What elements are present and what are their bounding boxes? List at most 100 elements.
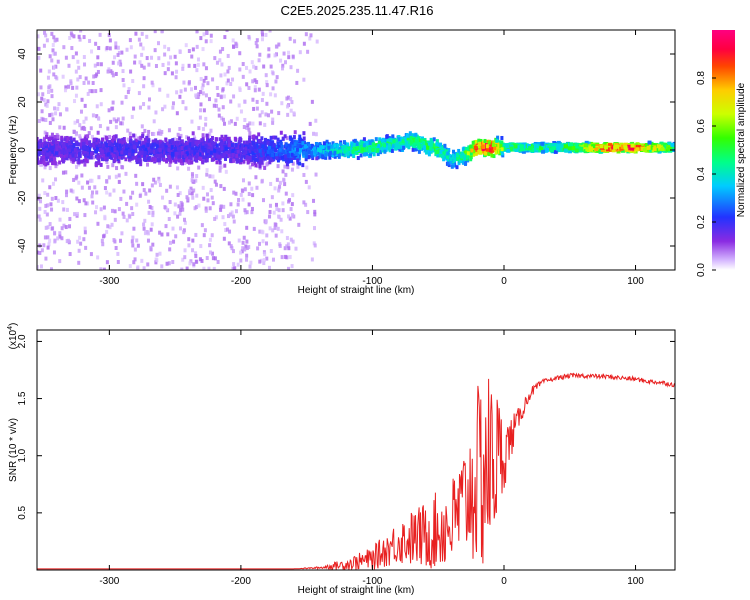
spectrogram-cell xyxy=(248,131,252,136)
spectrogram-cell xyxy=(46,245,50,250)
spectrogram-cell xyxy=(149,143,153,148)
spectrogram-cell xyxy=(49,267,53,270)
spectrogram-cell xyxy=(110,70,114,75)
spectrogram-cell xyxy=(230,210,234,215)
spectrogram-cell xyxy=(390,141,394,146)
spectrogram-cell xyxy=(336,143,340,148)
spectrogram-cell xyxy=(41,117,45,122)
spectrogram-cell xyxy=(80,159,84,164)
spectrogram-cell xyxy=(166,141,170,146)
spectrogram-cell xyxy=(280,229,284,234)
spectrogram-cell xyxy=(191,248,195,253)
spectrogram-cell xyxy=(120,50,124,55)
spectrogram-cell xyxy=(208,132,212,137)
spectrogram-cell xyxy=(166,232,170,237)
spectrogram-cell xyxy=(172,150,176,155)
spectrogram-cell xyxy=(42,43,46,48)
spectrogram-cell xyxy=(429,142,433,147)
spectrogram-cell xyxy=(185,141,189,146)
spectrogram-cell xyxy=(137,154,141,159)
spectrogram-cell xyxy=(202,148,206,153)
spectrogram-cell xyxy=(112,153,116,158)
spectrogram-cell xyxy=(243,187,247,192)
spectrogram-cell xyxy=(151,83,155,88)
spectrogram-cell xyxy=(165,159,169,164)
spectrogram-cell xyxy=(383,149,387,154)
spectrogram-cell xyxy=(228,142,232,147)
spectrogram-cell xyxy=(263,140,267,145)
spectrogram-cell xyxy=(146,141,150,146)
spectrogram-cell xyxy=(276,137,280,142)
figure-title: C2E5.2025.235.11.47.R16 xyxy=(281,3,434,18)
spectrogram-cell xyxy=(478,144,482,149)
spectrogram-cell xyxy=(231,38,235,43)
spectrogram-cell xyxy=(247,202,251,207)
spectrogram-cell xyxy=(158,157,162,162)
spectrogram-cell xyxy=(47,69,51,74)
spectrogram-cell xyxy=(41,92,45,97)
spectrogram-cell xyxy=(39,199,43,204)
spectrogram-cell xyxy=(271,71,275,76)
spectrogram-cell xyxy=(208,174,212,179)
spectrogram-cell xyxy=(247,191,251,196)
spectrogram-cell xyxy=(110,208,114,213)
spectrogram-cell xyxy=(291,193,295,198)
spectrogram-cell xyxy=(264,149,268,154)
spectrogram-cell xyxy=(117,61,121,66)
spectrogram-cell xyxy=(312,198,316,203)
spectrogram-cell xyxy=(289,108,293,113)
spectrogram-cell xyxy=(158,87,162,92)
spectrogram-cell xyxy=(164,224,168,229)
spectrogram-cell xyxy=(191,238,195,243)
spectrogram-cell xyxy=(95,114,99,119)
spectrogram-cell xyxy=(310,154,314,159)
spectrogram-cell xyxy=(103,214,107,219)
spectrogram-cell xyxy=(125,47,129,52)
spectrogram-cell xyxy=(96,62,100,67)
spectrogram-cell xyxy=(255,157,259,162)
spectrogram-cell xyxy=(94,138,98,143)
spectrogram-cell xyxy=(90,178,94,183)
spectrogram-cell xyxy=(202,233,206,238)
spectrogram-cell xyxy=(243,143,247,148)
spectrogram-cell xyxy=(268,226,272,231)
spectrogram-cell xyxy=(63,88,67,93)
spectrogram-cell xyxy=(178,127,182,132)
spectrogram-cell xyxy=(85,140,89,145)
spectrogram-cell xyxy=(59,153,63,158)
spectrogram-cell xyxy=(76,77,80,82)
spectrogram-cell xyxy=(82,55,86,60)
spectrogram-cell xyxy=(151,142,155,147)
spectrogram-cell xyxy=(51,136,55,141)
spectrogram-cell xyxy=(197,165,201,170)
spectrogram-cell xyxy=(106,69,110,74)
spectrogram-cell xyxy=(48,113,52,118)
spectrogram-cell xyxy=(52,72,56,77)
spectrogram-cell xyxy=(102,146,106,151)
spectrogram-cell xyxy=(147,199,151,204)
spectrogram-cell xyxy=(99,88,103,93)
spectrogram-cell xyxy=(500,135,504,140)
spectrogram-cell xyxy=(229,202,233,207)
spectrogram-cell xyxy=(95,190,99,195)
spectrogram-cell xyxy=(50,94,54,99)
spectrogram-cell xyxy=(106,126,110,131)
spectrogram-cell xyxy=(195,68,199,73)
spectrogram-cell xyxy=(314,132,318,137)
spectrogram-cell xyxy=(227,120,231,125)
spectrogram-cell xyxy=(127,87,131,92)
spectrogram-cell xyxy=(121,121,125,126)
spectrogram-cell xyxy=(50,196,54,201)
spectrogram-cell xyxy=(318,148,322,153)
spectrogram-cell xyxy=(263,156,267,161)
spectrogram-cell xyxy=(218,168,222,173)
spectrogram-cell xyxy=(110,222,114,227)
spectrogram-cell xyxy=(127,157,131,162)
spectrogram-cell xyxy=(250,210,254,215)
spectrogram-cell xyxy=(324,143,328,148)
spectrogram-cell xyxy=(208,148,212,153)
spectrogram-cell xyxy=(194,150,198,155)
spectrogram-cell xyxy=(269,181,273,186)
spectrogram-cell xyxy=(270,109,274,114)
spectrogram-cell xyxy=(219,184,223,189)
